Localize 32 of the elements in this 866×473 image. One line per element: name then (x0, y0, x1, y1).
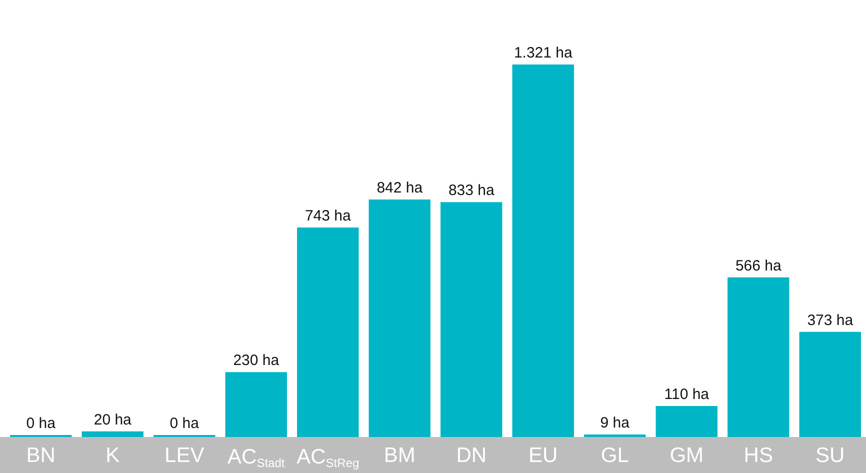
bar (799, 332, 861, 437)
data-label: 0 ha (26, 415, 56, 432)
data-label: 0 ha (170, 415, 200, 432)
x-tick-label: GM (670, 444, 704, 467)
x-tick-label: EU (528, 444, 558, 467)
data-label: 373 ha (807, 312, 854, 329)
data-label: 110 ha (664, 386, 710, 403)
bar (82, 431, 144, 437)
bar (656, 406, 718, 437)
bar (512, 64, 574, 437)
bar (368, 200, 430, 437)
x-tick-label: GL (600, 444, 629, 467)
x-tick-label: SU (816, 444, 845, 467)
bar (728, 277, 790, 437)
data-label: 9 ha (600, 414, 630, 432)
data-label: 20 ha (94, 411, 132, 428)
x-tick-label: BM (384, 444, 416, 467)
data-label: 833 ha (448, 182, 495, 200)
data-label: 230 ha (233, 352, 280, 370)
data-label: 743 ha (304, 207, 352, 224)
x-tick-label: HS (744, 444, 773, 467)
x-tick-label: K (106, 444, 120, 467)
data-label: 566 ha (735, 257, 782, 274)
bar (584, 434, 646, 437)
bar (440, 202, 502, 437)
x-tick-label: LEV (164, 444, 204, 467)
x-tick-label: DN (456, 444, 487, 467)
data-label: 842 ha (376, 180, 424, 197)
bar (225, 372, 287, 437)
x-tick-label: BN (26, 444, 56, 467)
bar (297, 227, 359, 437)
data-label: 1.321 ha (514, 44, 573, 62)
